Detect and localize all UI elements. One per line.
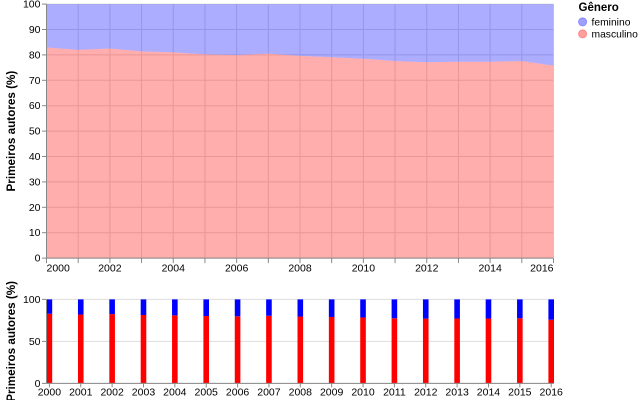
x-tick-label: 2014 — [477, 386, 501, 398]
area-chart-axes — [42, 3, 554, 264]
x-tick-label: 2016 — [540, 386, 564, 398]
bar-masculino — [485, 318, 492, 384]
bar-feminino — [454, 299, 460, 319]
y-tick-label: 80 — [29, 49, 41, 61]
bar-masculino — [328, 316, 335, 384]
legend-label-feminino: feminino — [592, 18, 631, 29]
bar-masculino — [109, 314, 115, 384]
bar-feminino — [517, 299, 523, 319]
legend-title: Gênero — [579, 2, 619, 14]
bar-masculino — [77, 314, 84, 384]
bar-feminino — [485, 299, 492, 319]
x-tick-label: 2007 — [257, 386, 281, 398]
x-tick-label: 2010 — [351, 386, 375, 398]
bar-masculino — [46, 313, 53, 384]
area-chart-labels: 0 10 20 30 40 50 60 70 80 90 100 2000 2002 2004 2006 20… — [5, 0, 554, 275]
x-tick-label: 2005 — [195, 386, 219, 398]
x-tick-label: 2002 — [100, 386, 124, 398]
x-tick-label: 2009 — [320, 386, 344, 398]
area-feminino — [46, 4, 554, 66]
bar-feminino — [422, 299, 429, 319]
bar-masculino — [172, 315, 178, 384]
x-tick-label: 2002 — [98, 263, 122, 275]
bar-feminino — [297, 299, 304, 317]
bars — [46, 299, 554, 384]
x-tick-label: 2016 — [530, 263, 554, 275]
x-tick-label: 2003 — [132, 386, 156, 398]
x-tick-label: 2012 — [414, 386, 438, 398]
bar-masculino — [234, 316, 241, 384]
x-tick-label: 2000 — [38, 386, 62, 398]
x-tick-label: 2015 — [508, 386, 532, 398]
x-tick-label: 2012 — [415, 263, 439, 275]
y-tick-label: 30 — [29, 176, 41, 188]
y-tick-label: 10 — [29, 227, 41, 239]
y-tick-label: 60 — [29, 100, 41, 112]
bar-feminino — [234, 299, 241, 317]
bar-feminino — [46, 299, 53, 314]
bar-feminino — [548, 299, 554, 320]
x-tick-label: 2014 — [478, 263, 502, 275]
y-tick-label: 70 — [29, 75, 41, 87]
y-tick-label: 40 — [29, 151, 41, 163]
x-tick-label: 2010 — [352, 263, 376, 275]
bar-masculino — [203, 316, 210, 384]
bar-feminino — [203, 299, 210, 317]
x-tick-label: 2008 — [288, 263, 312, 275]
legend-swatch-feminino — [578, 17, 588, 27]
bar-chart: 0 50 100 2000 2001 2002 2003 2004 2005 2006 2007 20… — [5, 281, 564, 402]
area-chart: 0 10 20 30 40 50 60 70 80 90 100 2000 2002 2004 2006 20… — [5, 0, 554, 275]
bar-chart-axes — [42, 298, 554, 388]
y-tick-label: 0 — [35, 378, 41, 390]
x-tick-label: 2001 — [69, 386, 93, 398]
bar-chart-y-title: Primeiros autores (%) — [5, 281, 18, 400]
x-tick-label: 2011 — [383, 386, 406, 398]
y-tick-label: 90 — [29, 24, 41, 36]
x-tick-label: 2008 — [289, 386, 313, 398]
bar-masculino — [454, 318, 460, 384]
bar-masculino — [548, 319, 554, 384]
bar-masculino — [360, 317, 366, 384]
y-tick-label: 0 — [35, 253, 41, 265]
y-tick-label: 50 — [29, 126, 41, 138]
bar-feminino — [266, 299, 272, 316]
legend-label-masculino: masculino — [592, 30, 639, 41]
bar-masculino — [391, 318, 398, 384]
area-masculino — [46, 47, 554, 259]
area-chart-y-title: Primeiros autores (%) — [5, 71, 18, 192]
x-tick-label: 2006 — [226, 386, 250, 398]
y-tick-label: 50 — [29, 336, 41, 348]
bar-feminino — [172, 299, 178, 316]
bar-feminino — [328, 299, 335, 317]
bar-feminino — [360, 299, 366, 318]
x-tick-label: 2006 — [225, 263, 249, 275]
bar-feminino — [140, 299, 147, 316]
y-tick-label: 20 — [29, 202, 41, 214]
y-tick-label: 100 — [23, 0, 41, 11]
bar-masculino — [266, 315, 272, 384]
x-tick-label: 2000 — [47, 263, 71, 275]
x-tick-label: 2004 — [162, 263, 186, 275]
legend-swatch-masculino — [578, 29, 588, 39]
x-tick-label: 2004 — [163, 386, 187, 398]
bar-feminino — [391, 299, 398, 319]
bar-masculino — [422, 318, 429, 384]
x-tick-label: 2013 — [445, 386, 469, 398]
bar-masculino — [297, 316, 304, 384]
bar-feminino — [77, 299, 84, 315]
bar-masculino — [140, 315, 147, 384]
bar-feminino — [109, 299, 115, 315]
y-tick-label: 100 — [23, 294, 41, 306]
bar-chart-labels: 0 50 100 2000 2001 2002 2003 2004 2005 2006 2007 20… — [5, 281, 564, 402]
bar-masculino — [517, 318, 523, 384]
